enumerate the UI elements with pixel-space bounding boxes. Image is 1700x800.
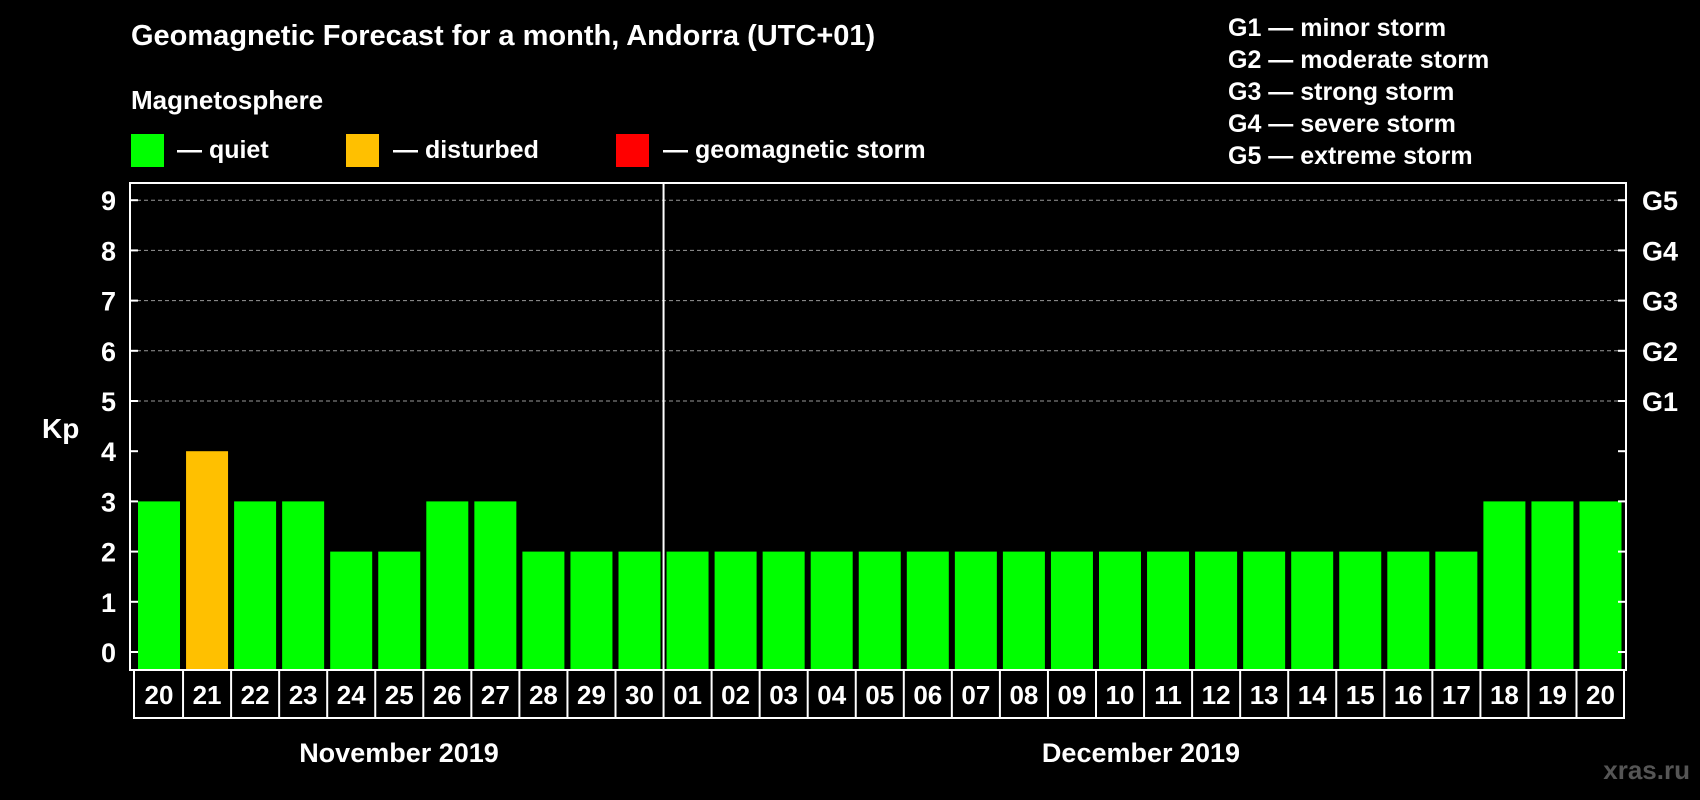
date-label: 30 [625,680,654,710]
date-label: 08 [1009,680,1038,710]
kp-bar [138,501,180,669]
right-tick-label: G2 [1642,337,1678,367]
date-label: 14 [1298,680,1327,710]
storm-scale-g5: G5 — extreme storm [1228,142,1473,170]
y-tick-label: 0 [101,638,116,668]
date-label: 07 [961,680,990,710]
month-label-december: December 2019 [1041,738,1241,768]
date-label: 09 [1057,680,1086,710]
date-label: 27 [481,680,510,710]
kp-bar [762,551,805,669]
kp-bar [330,551,373,669]
legend-swatch-disturbed [346,134,379,167]
y-tick-label: 3 [101,487,116,517]
date-label: 13 [1250,680,1279,710]
kp-bar [522,551,565,669]
kp-bar [906,551,949,669]
y-tick-label: 8 [101,236,116,266]
y-tick-label: 4 [101,437,116,467]
kp-bar [1339,551,1382,669]
kp-bar [1291,551,1334,669]
kp-bar [1002,551,1045,669]
kp-bar [714,551,757,669]
date-label: 16 [1394,680,1423,710]
legend-swatch-quiet [131,134,164,167]
date-label: 05 [865,680,894,710]
date-label: 06 [913,680,942,710]
date-label: 20 [145,680,174,710]
kp-bar [426,501,469,669]
date-label: 20 [1586,680,1615,710]
y-tick-label: 1 [101,588,116,618]
storm-scale-g2: G2 — moderate storm [1228,46,1490,74]
date-label: 03 [769,680,798,710]
right-tick-label: G3 [1642,287,1678,317]
kp-bar [618,551,661,669]
kp-bar [1099,551,1141,669]
date-label: 10 [1106,680,1135,710]
kp-bar [1050,551,1093,669]
date-label: 24 [337,680,366,710]
chart-title: Geomagnetic Forecast for a month, Andorr… [131,20,876,52]
kp-bar [1435,551,1478,669]
date-label: 21 [193,680,222,710]
date-label: 19 [1538,680,1567,710]
legend-label-quiet: — quiet [177,136,269,164]
date-label: 22 [241,680,270,710]
kp-bar [858,551,901,669]
date-label: 15 [1346,680,1375,710]
kp-bar [1195,551,1238,669]
kp-bar [1579,501,1622,669]
kp-bar [186,451,229,669]
date-label: 18 [1490,680,1519,710]
y-tick-label: 7 [101,287,116,317]
kp-bar [570,551,613,669]
kp-bar [1531,501,1574,669]
storm-scale-g3: G3 — strong storm [1228,78,1455,106]
y-tick-label: 5 [101,387,116,417]
legend-label-disturbed: — disturbed [393,136,539,164]
storm-scale-g1: G1 — minor storm [1228,14,1447,42]
month-label-november: November 2019 [299,738,499,768]
kp-bar [1147,551,1190,669]
watermark: xras.ru [1603,755,1690,785]
y-tick-label: 9 [101,186,116,216]
date-label: 28 [529,680,558,710]
storm-scale-g4: G4 — severe storm [1228,110,1456,138]
date-label: 02 [721,680,750,710]
date-label: 01 [673,680,702,710]
date-label: 25 [385,680,414,710]
kp-bar [810,551,853,669]
y-tick-label: 2 [101,538,116,568]
right-tick-label: G1 [1642,387,1678,417]
kp-bar [1387,551,1430,669]
date-label: 29 [577,680,606,710]
legend-title: Magnetosphere [131,85,324,115]
kp-bar [954,551,997,669]
kp-bar [1243,551,1286,669]
date-label: 12 [1202,680,1231,710]
y-tick-label: 6 [101,337,116,367]
date-label: 11 [1154,680,1182,710]
legend-label-storm: — geomagnetic storm [663,136,926,164]
y-axis-label: Kp [42,413,79,444]
date-row [133,669,1625,719]
kp-bar [234,501,277,669]
kp-bar [666,551,709,669]
date-label: 04 [817,680,846,710]
kp-bar [378,551,421,669]
kp-bar [282,501,325,669]
right-tick-label: G4 [1642,236,1678,266]
legend-swatch-storm [616,134,649,167]
right-tick-label: G5 [1642,186,1678,216]
date-label: 17 [1442,680,1471,710]
kp-bar [1483,501,1526,669]
date-label: 23 [289,680,318,710]
date-label: 26 [433,680,462,710]
kp-bar [474,501,517,669]
